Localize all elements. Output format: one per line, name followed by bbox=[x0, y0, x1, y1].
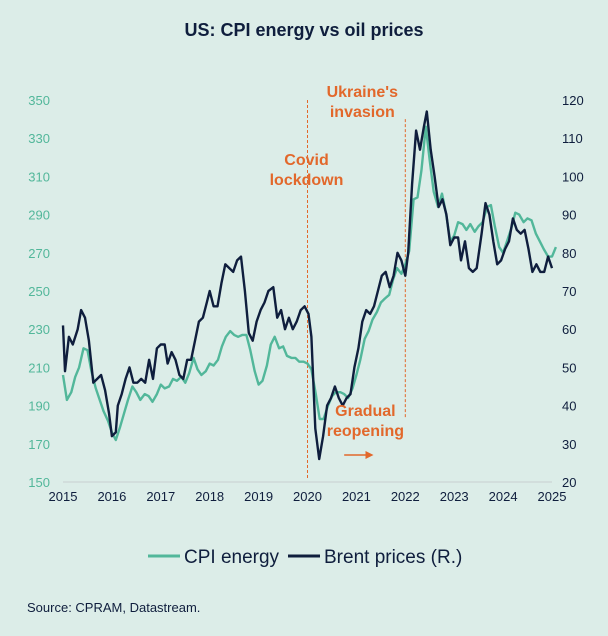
x-tick-label: 2022 bbox=[391, 489, 420, 504]
y-left-tick-label: 210 bbox=[28, 360, 50, 375]
y-left-tick-label: 250 bbox=[28, 284, 50, 299]
y-right-tick-label: 50 bbox=[562, 360, 576, 375]
y-right-tick-label: 100 bbox=[562, 169, 584, 184]
series-line-brent-prices-r bbox=[61, 110, 554, 461]
reopening-arrow-head bbox=[365, 451, 374, 459]
y-left-tick-label: 330 bbox=[28, 131, 50, 146]
y-left-tick-label: 350 bbox=[28, 93, 50, 108]
annotation-label: reopening bbox=[327, 423, 404, 440]
x-tick-label: 2019 bbox=[244, 489, 273, 504]
y-left-tick-label: 290 bbox=[28, 208, 50, 223]
y-right-tick-label: 70 bbox=[562, 284, 576, 299]
x-tick-label: 2024 bbox=[489, 489, 518, 504]
y-left-tick-label: 270 bbox=[28, 246, 50, 261]
y-left-tick-label: 230 bbox=[28, 322, 50, 337]
x-tick-label: 2018 bbox=[195, 489, 224, 504]
y-right-tick-label: 60 bbox=[562, 322, 576, 337]
annotation-label: lockdown bbox=[270, 172, 344, 189]
annotation-label: Covid bbox=[284, 152, 328, 169]
legend-label: Brent prices (R.) bbox=[324, 547, 462, 568]
x-tick-label: 2017 bbox=[146, 489, 175, 504]
annotation-label: Ukraine's bbox=[327, 84, 399, 101]
y-right-tick-label: 30 bbox=[562, 437, 576, 452]
y-right-tick-label: 90 bbox=[562, 208, 576, 223]
y-right-tick-label: 80 bbox=[562, 246, 576, 261]
x-tick-label: 2020 bbox=[293, 489, 322, 504]
y-left-tick-label: 150 bbox=[28, 475, 50, 490]
x-tick-label: 2021 bbox=[342, 489, 371, 504]
y-right-tick-label: 120 bbox=[562, 93, 584, 108]
x-tick-label: 2016 bbox=[97, 489, 126, 504]
chart-title: US: CPI energy vs oil prices bbox=[184, 20, 424, 40]
annotation-label: invasion bbox=[330, 104, 395, 121]
y-right-tick-label: 20 bbox=[562, 475, 576, 490]
y-left-tick-label: 170 bbox=[28, 437, 50, 452]
y-left-tick-label: 190 bbox=[28, 399, 50, 414]
x-tick-label: 2023 bbox=[440, 489, 469, 504]
legend-label: CPI energy bbox=[184, 547, 280, 568]
x-tick-label: 2025 bbox=[538, 489, 567, 504]
y-right-tick-label: 40 bbox=[562, 399, 576, 414]
y-left-tick-label: 310 bbox=[28, 169, 50, 184]
x-tick-label: 2015 bbox=[49, 489, 78, 504]
source-note: Source: CPRAM, Datastream. bbox=[27, 600, 201, 615]
y-right-tick-label: 110 bbox=[562, 131, 583, 146]
series-line-cpi-energy bbox=[61, 125, 558, 442]
annotation-label: Gradual bbox=[335, 403, 395, 420]
